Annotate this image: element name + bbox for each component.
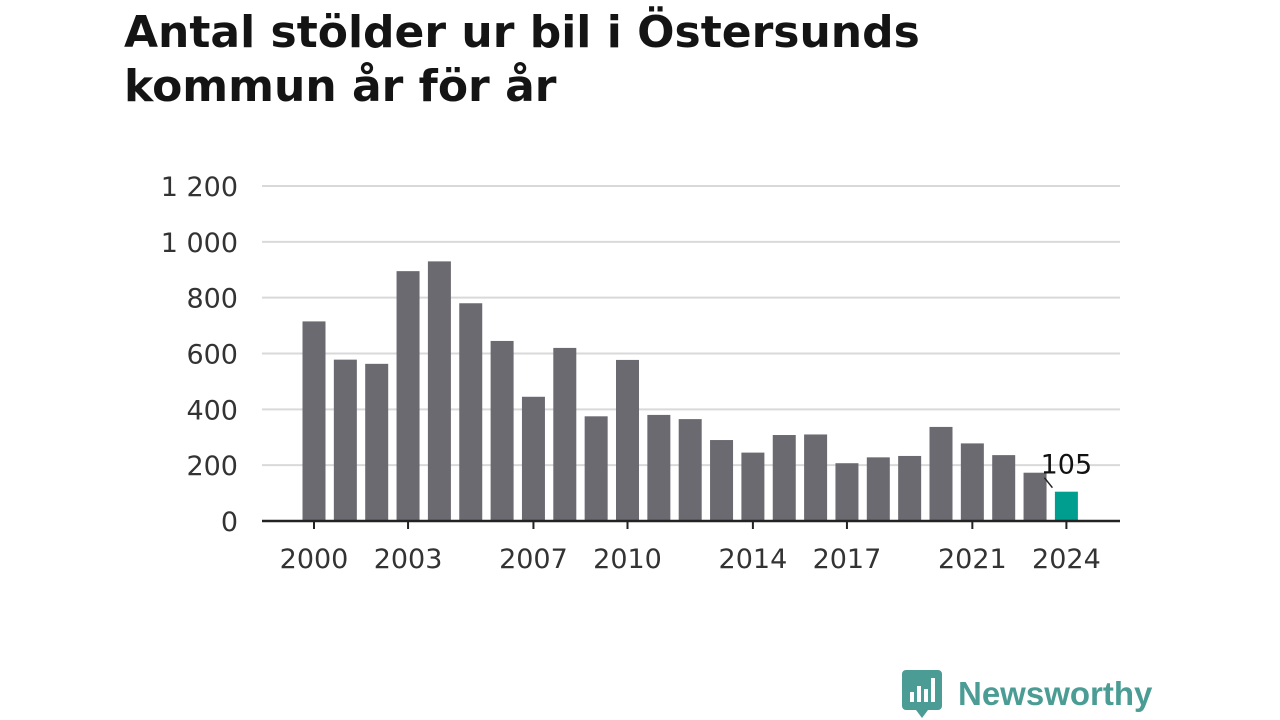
x-tick-label: 2014 — [719, 544, 788, 575]
chart-title-line-1: Antal stölder ur bil i Östersunds — [124, 7, 920, 58]
x-tick-label: 2007 — [499, 544, 568, 575]
bar — [396, 271, 420, 521]
y-tick-label: 1 000 — [161, 228, 238, 259]
bar — [992, 455, 1016, 521]
y-tick-label: 0 — [221, 507, 238, 538]
bar-highlight — [1054, 491, 1078, 521]
data-label-highlight: 105 — [1041, 450, 1093, 481]
bar — [616, 359, 639, 521]
chart-title-line-2: kommun år för år — [124, 61, 557, 112]
y-tick-label: 600 — [186, 340, 238, 371]
bar — [302, 321, 326, 521]
y-tick-label: 200 — [186, 451, 238, 482]
y-tick-label: 400 — [186, 395, 238, 426]
bar — [772, 435, 796, 521]
bar — [459, 303, 483, 521]
chart-title: Antal stölder ur bil i Östersunds kommun… — [124, 6, 1124, 114]
bar — [898, 455, 922, 521]
bar-chart: 0 200 400 600 800 1 000 1 200 2000 2003 2007 2010 2… — [161, 172, 1120, 575]
x-tick-label: 2024 — [1032, 544, 1101, 575]
y-tick-label: 800 — [186, 284, 238, 315]
bar — [490, 340, 514, 521]
bar — [804, 434, 828, 521]
bar — [647, 414, 671, 521]
bar — [929, 426, 953, 521]
bar — [427, 261, 451, 521]
y-tick-label: 1 200 — [161, 172, 238, 203]
bar — [1023, 472, 1047, 521]
x-tick-label: 2000 — [280, 544, 349, 575]
bar — [960, 443, 984, 521]
brand: Newsworthy — [902, 670, 1152, 718]
bar — [333, 359, 357, 521]
bar — [584, 416, 608, 521]
x-tick-label: 2003 — [374, 544, 443, 575]
x-tick-label: 2010 — [593, 544, 662, 575]
annotation-leader — [1043, 477, 1053, 489]
bar — [835, 463, 859, 521]
x-tick-label: 2021 — [938, 544, 1007, 575]
bar — [521, 396, 545, 521]
bar — [866, 457, 890, 521]
bar — [365, 363, 389, 521]
bar — [553, 347, 577, 521]
x-tick-label: 2017 — [813, 544, 882, 575]
bar — [710, 440, 734, 521]
bar — [741, 452, 765, 521]
bar — [678, 419, 702, 521]
brand-name: Newsworthy — [958, 675, 1153, 712]
newsworthy-logo-icon — [902, 670, 942, 718]
